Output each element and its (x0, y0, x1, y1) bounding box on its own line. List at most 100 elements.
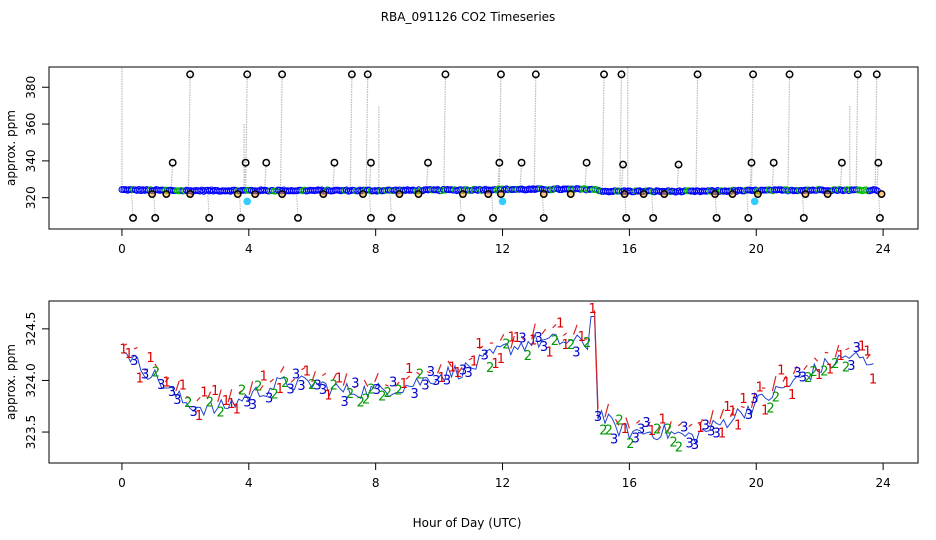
trace-spike (624, 191, 627, 218)
trace-spike (601, 74, 605, 192)
series-1-marker: 1 (437, 371, 445, 386)
bottom-flag-point (151, 214, 160, 222)
series-2-marker: 2 (831, 357, 839, 372)
series-1-line (196, 396, 201, 402)
high-flag-point (693, 70, 702, 79)
mid-flag-point (168, 158, 177, 167)
series-3-marker: 3 (189, 405, 197, 420)
series-3-marker: 3 (481, 348, 489, 363)
series-1-marker: 1 (497, 352, 505, 367)
top-x-tick-label: 0 (118, 242, 126, 256)
high-flag-point (749, 70, 758, 79)
series-1-line (510, 335, 515, 349)
mid-flag-point (619, 160, 627, 169)
series-1-line (447, 360, 452, 367)
series-1-marker: 1 (858, 340, 866, 355)
series-1-line (667, 421, 672, 433)
series-2-marker: 2 (254, 379, 262, 394)
bottom-flag-point (875, 214, 884, 222)
high-flag-point (243, 70, 252, 79)
series-3-marker: 3 (691, 438, 699, 453)
series-1-line (552, 324, 557, 329)
low-point (243, 197, 252, 206)
top-panel-marks (118, 70, 886, 222)
series-3-marker: 3 (313, 379, 321, 394)
low-flag-point (877, 190, 886, 198)
series-3-marker: 3 (680, 420, 688, 435)
series-3-marker: 3 (518, 331, 526, 346)
series-2-marker: 2 (551, 334, 559, 349)
series-1-line (363, 379, 369, 387)
series-1-line (479, 345, 484, 350)
high-flag-point (853, 70, 862, 79)
series-1-marker: 1 (303, 364, 311, 379)
top-y-tick-label: 340 (24, 149, 38, 172)
series-1-line (813, 357, 819, 362)
series-2-marker: 2 (184, 396, 192, 411)
series-2-marker: 2 (330, 379, 338, 394)
trace-spike (130, 189, 134, 218)
mid-flag-point (424, 158, 432, 167)
bottom-x-tick-label: 20 (749, 476, 764, 490)
series-2-marker: 2 (502, 338, 510, 353)
bottom-flag-point (457, 214, 466, 222)
series-1-marker: 1 (222, 394, 230, 409)
top-y-tick-label: 320 (24, 186, 38, 209)
trace-spike (245, 74, 248, 191)
trace-spike (801, 190, 805, 218)
trace-spike (839, 162, 843, 191)
series-1-marker: 1 (136, 372, 144, 387)
series-2-marker: 2 (766, 401, 774, 416)
series-1-marker: 1 (260, 370, 268, 385)
series-2-marker: 2 (669, 436, 677, 451)
series-1-marker: 1 (869, 372, 877, 387)
figure-title: RBA_091126 CO2 Timeseries (381, 10, 556, 24)
series-1-line (635, 419, 641, 424)
series-3-marker: 3 (243, 395, 251, 410)
series-1-marker: 1 (734, 419, 742, 434)
series-1-marker: 1 (621, 422, 629, 437)
trace-spike (243, 162, 247, 191)
series-2-marker: 2 (378, 389, 386, 404)
series-1-marker: 1 (335, 371, 343, 386)
series-1-marker: 1 (723, 400, 731, 415)
series-3-marker: 3 (292, 367, 300, 382)
low-flag-point (660, 190, 669, 198)
mid-flag-point (837, 158, 846, 167)
series-3-marker: 3 (249, 398, 257, 413)
series-1-line (709, 409, 714, 425)
bottom-flag-point (236, 214, 245, 222)
bottom-panel-ylabel: approx. ppm (4, 344, 18, 420)
series-1-line (499, 333, 505, 341)
series-2-marker: 2 (367, 383, 375, 398)
top-panel-axes: 0 4 8 12 16 20 24 320 340 360 380 (24, 76, 891, 256)
series-1-line (426, 370, 431, 374)
bottom-flag-point (387, 214, 396, 222)
series-3-marker: 3 (130, 354, 138, 369)
bottom-flag-point (539, 214, 548, 222)
low-flag-point (639, 190, 648, 198)
series-1-line (614, 418, 620, 426)
trace-spike (876, 162, 879, 191)
series-2-marker: 2 (820, 365, 828, 380)
trace-spike (676, 164, 680, 192)
series-1-line (154, 363, 159, 371)
series-3-marker: 3 (432, 374, 440, 389)
series-1-line (531, 323, 536, 340)
bottom-flag-point (366, 214, 375, 222)
series-3-marker: 3 (799, 371, 807, 386)
mid-flag-point (517, 158, 526, 167)
series-1-line (123, 343, 128, 347)
series-1-line (405, 375, 411, 380)
mid-flag-point (495, 158, 504, 167)
high-flag-point (531, 70, 540, 79)
series-3-marker: 3 (853, 341, 861, 356)
series-1-line (792, 365, 798, 375)
trace-spike (497, 162, 500, 190)
trace-spike (541, 189, 545, 218)
series-1-marker: 1 (233, 402, 241, 417)
series-2-marker: 2 (308, 378, 316, 393)
series-1-marker: 1 (863, 344, 871, 359)
series-1-marker: 1 (163, 376, 171, 391)
